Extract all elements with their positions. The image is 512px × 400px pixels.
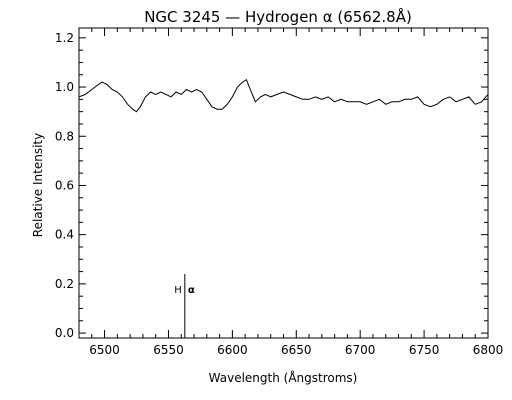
y-tick-label: 1.2: [55, 31, 74, 45]
y-tick-label: 0.0: [55, 326, 74, 340]
plot-frame: [78, 27, 489, 339]
y-tick-label: 1.0: [55, 80, 74, 94]
x-tick-label: 6600: [217, 343, 248, 357]
y-tick-label: 0.6: [55, 178, 74, 192]
y-axis-label: Relative Intensity: [31, 133, 45, 237]
y-axis: 0.0 0.2 0.4 0.6 0.8 1.0 1.2: [55, 31, 488, 340]
x-tick-label: 6500: [89, 343, 120, 357]
spectrum-line: [78, 78, 489, 113]
chart-title: NGC 3245 — Hydrogen α (6562.8Å): [144, 7, 412, 26]
x-axis: 6500 6550 6600 6650 6700 6750 6800: [89, 28, 503, 357]
x-tick-label: 6750: [409, 343, 440, 357]
x-tick-label: 6650: [281, 343, 312, 357]
x-tick-label: 6700: [345, 343, 376, 357]
y-tick-label: 0.2: [55, 277, 74, 291]
y-tick-label: 0.8: [55, 129, 74, 143]
x-tick-label: 6800: [473, 343, 504, 357]
h-alpha-label-alpha: α: [188, 285, 195, 296]
series-layer: [78, 78, 489, 113]
y-tick-label: 0.4: [55, 228, 74, 242]
x-tick-label: 6550: [153, 343, 184, 357]
h-alpha-label-h: H: [174, 285, 182, 296]
x-axis-label: Wavelength (Ångstroms): [209, 370, 358, 385]
